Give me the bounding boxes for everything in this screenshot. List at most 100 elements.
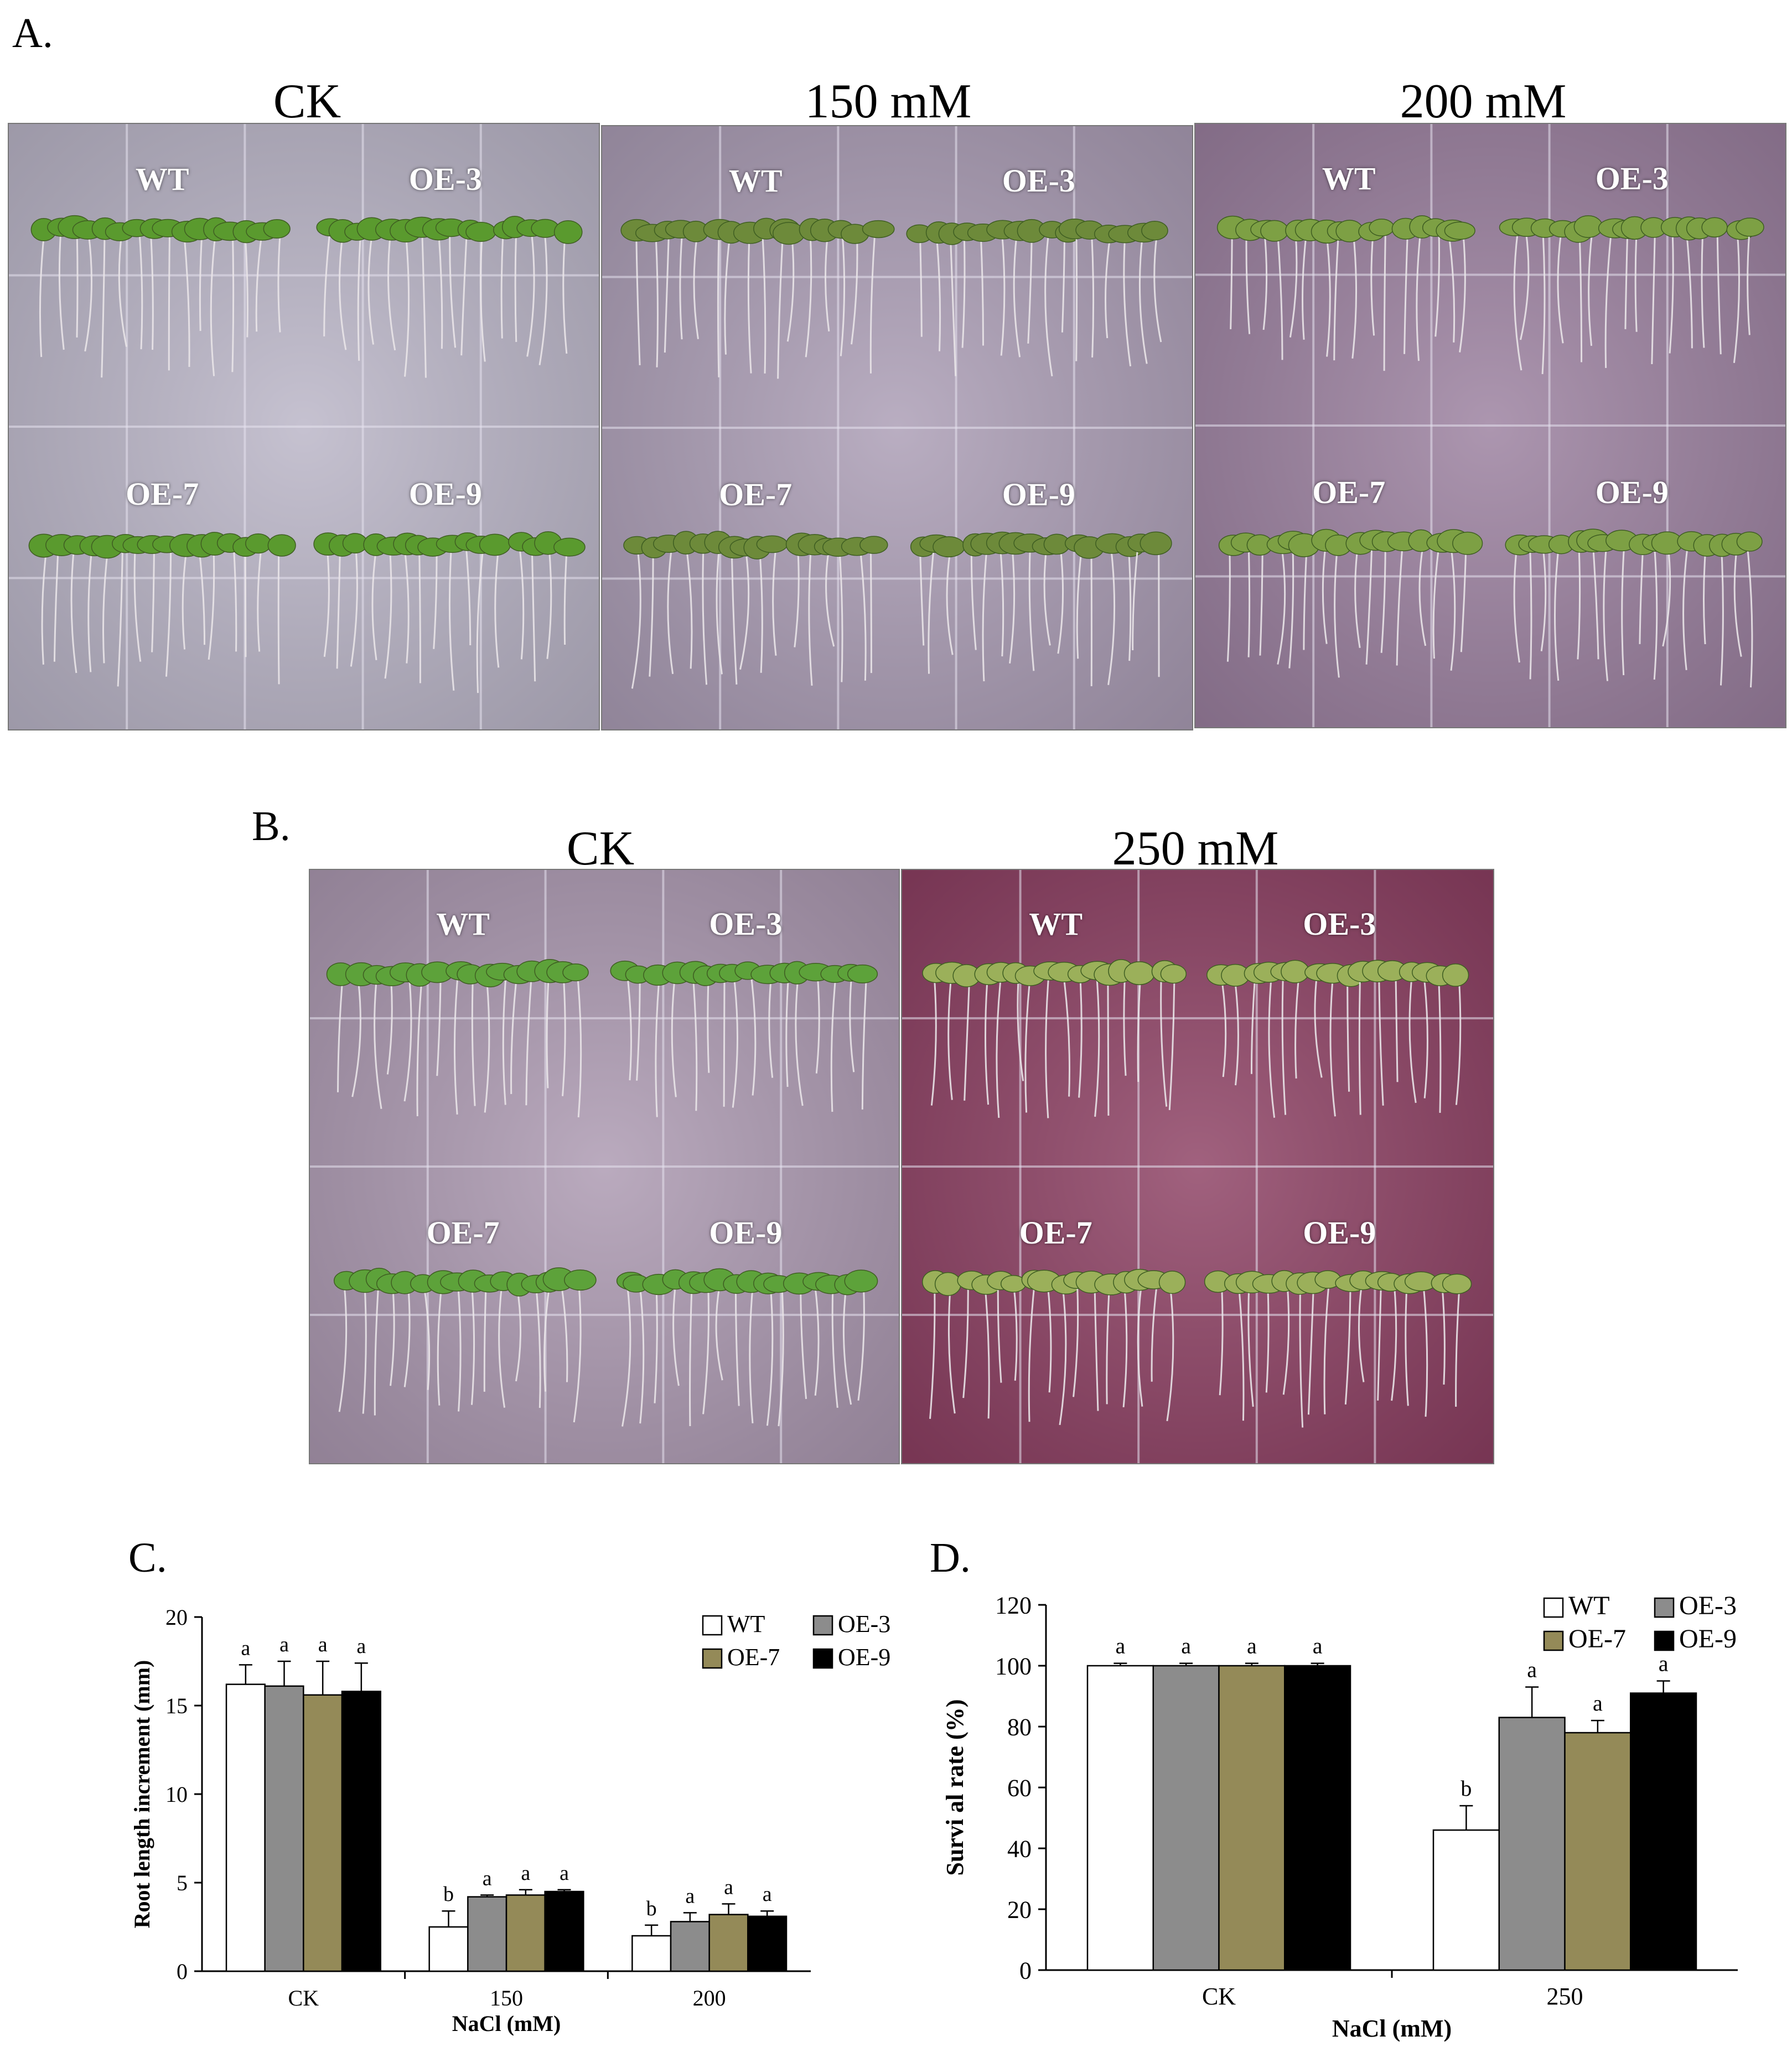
seedling-root bbox=[1250, 976, 1256, 1074]
seedling-root bbox=[1288, 546, 1294, 669]
seedling-root bbox=[667, 548, 674, 675]
significance-letter: a bbox=[560, 1862, 569, 1885]
seedling-root bbox=[1000, 235, 1006, 356]
seedling-root bbox=[1651, 232, 1656, 365]
seedling-root bbox=[869, 235, 876, 374]
plate-photo bbox=[902, 870, 1493, 1463]
seedling-root bbox=[387, 232, 396, 351]
seedling-leaf bbox=[1736, 531, 1763, 552]
bar-oe-7-ck bbox=[1218, 1665, 1286, 1971]
seedling-root bbox=[151, 547, 155, 652]
plate-line-label-oe-7: OE-7 bbox=[719, 476, 793, 513]
seedling-root bbox=[1153, 235, 1162, 343]
seedling-root bbox=[1344, 1285, 1351, 1405]
seedling-root bbox=[1277, 546, 1286, 665]
legend-swatch-oe-7 bbox=[702, 1648, 723, 1669]
y-tick-label: 0 bbox=[1019, 1957, 1032, 1984]
seedling-root bbox=[1541, 232, 1546, 375]
legend-label-oe-9: OE-9 bbox=[838, 1644, 890, 1671]
seedling-root bbox=[1358, 1285, 1365, 1382]
seedling-root bbox=[639, 1285, 645, 1424]
legend-label-oe-7: OE-7 bbox=[727, 1644, 780, 1671]
seedling-root bbox=[1686, 232, 1693, 349]
seedling-root bbox=[1044, 235, 1053, 377]
plate-line-label-oe-7: OE-7 bbox=[126, 475, 199, 512]
seedling-root bbox=[1733, 546, 1742, 657]
seedling-leaf bbox=[553, 220, 583, 244]
seedling-root bbox=[689, 1285, 693, 1427]
seedling-root bbox=[732, 976, 738, 1108]
seedling-root bbox=[1259, 546, 1263, 656]
seedling-root bbox=[1017, 976, 1024, 1081]
seedling-root bbox=[1592, 546, 1599, 660]
seedling-group-oe-3 bbox=[316, 215, 583, 378]
seedling-root bbox=[117, 547, 123, 687]
seedling-leaf bbox=[1444, 221, 1475, 240]
seedling-root bbox=[1059, 1285, 1067, 1426]
seedling-root bbox=[1733, 232, 1740, 363]
seedling-root bbox=[1138, 235, 1148, 364]
seedling-root bbox=[724, 235, 731, 355]
seedling-root bbox=[1094, 1285, 1099, 1411]
chart-d-survival-rate: D. 0 20 40 60 80 100 120 CK a a a a 250 b a a a NaCl (mM) S… bbox=[930, 1535, 1738, 2042]
seedling-root bbox=[772, 548, 777, 656]
seedling-root bbox=[277, 232, 281, 333]
seedling-root bbox=[1123, 976, 1127, 1076]
seedling-root bbox=[861, 976, 867, 1110]
plate-photo bbox=[1195, 124, 1785, 727]
panel-a-plate-1-condition: CK bbox=[273, 75, 341, 128]
seedling-root bbox=[1160, 976, 1168, 1107]
legend-label-wt: WT bbox=[1568, 1591, 1610, 1620]
seedling-root bbox=[1262, 232, 1268, 330]
significance-letter: a bbox=[1247, 1634, 1257, 1659]
y-tick-label: 100 bbox=[995, 1652, 1032, 1680]
seedling-group-oe-7 bbox=[921, 1268, 1186, 1426]
seedling-leaf bbox=[844, 1269, 878, 1293]
chart-c-root-length: C. 0 5 10 15 20 CK a a a a 150 b a a a 200 b a a a NaCl (mM) R… bbox=[128, 1535, 890, 2036]
seedling-group-oe-9 bbox=[1505, 528, 1763, 688]
seedling-leaf bbox=[562, 963, 589, 982]
seedling-root bbox=[631, 548, 641, 689]
seedling-root bbox=[825, 548, 835, 647]
seedling-root bbox=[1294, 976, 1300, 1079]
seedling-root bbox=[671, 976, 677, 1097]
seedling-root bbox=[1302, 232, 1308, 340]
seedling-root bbox=[1106, 1285, 1111, 1405]
seedling-root bbox=[371, 547, 377, 661]
seedling-leaf bbox=[1736, 217, 1764, 237]
seedling-root bbox=[232, 547, 237, 652]
seedling-root bbox=[996, 976, 1002, 1118]
seedling-root bbox=[1383, 232, 1386, 371]
seedling-leaf bbox=[1442, 963, 1469, 987]
seedling-root bbox=[183, 232, 190, 367]
seedling-root bbox=[851, 235, 858, 345]
seedling-root bbox=[1268, 976, 1276, 1118]
seedling-root bbox=[367, 232, 375, 345]
seedling-root bbox=[1441, 1285, 1446, 1385]
seedling-root bbox=[1746, 546, 1753, 688]
seedling-root bbox=[1028, 1285, 1035, 1422]
legend-label-wt: WT bbox=[727, 1610, 765, 1638]
seedling-root bbox=[573, 1285, 582, 1423]
significance-letter: a bbox=[279, 1633, 289, 1656]
plate-photo bbox=[310, 870, 899, 1463]
seedling-root bbox=[984, 1285, 990, 1419]
seedling-root bbox=[1063, 976, 1070, 1097]
legend-label-oe-9: OE-9 bbox=[1679, 1624, 1737, 1654]
plate-line-label-oe-3: OE-3 bbox=[1002, 163, 1075, 199]
seedling-root bbox=[257, 547, 262, 652]
seedling-root bbox=[1703, 546, 1707, 645]
plate-line-label-oe-9: OE-9 bbox=[1002, 476, 1075, 513]
panel-a-plate-ck: WT OE-3 OE-7 OE-9 bbox=[8, 123, 600, 730]
seedling-root bbox=[1094, 976, 1100, 1117]
seedling-root bbox=[1091, 235, 1095, 358]
seedling-root bbox=[1047, 1285, 1052, 1393]
seedling-root bbox=[985, 976, 990, 1105]
seedling-root bbox=[102, 547, 109, 664]
seedling-root bbox=[1624, 232, 1629, 329]
seedling-root bbox=[561, 1285, 568, 1382]
seedling-root bbox=[515, 1285, 522, 1382]
bar-oe-9-150 bbox=[544, 1890, 584, 1972]
y-axis-label: Root length increment (mm) bbox=[130, 1660, 154, 1929]
panel-a-plate-200mm: WT OE-3 OE-7 OE-9 bbox=[1194, 123, 1786, 728]
